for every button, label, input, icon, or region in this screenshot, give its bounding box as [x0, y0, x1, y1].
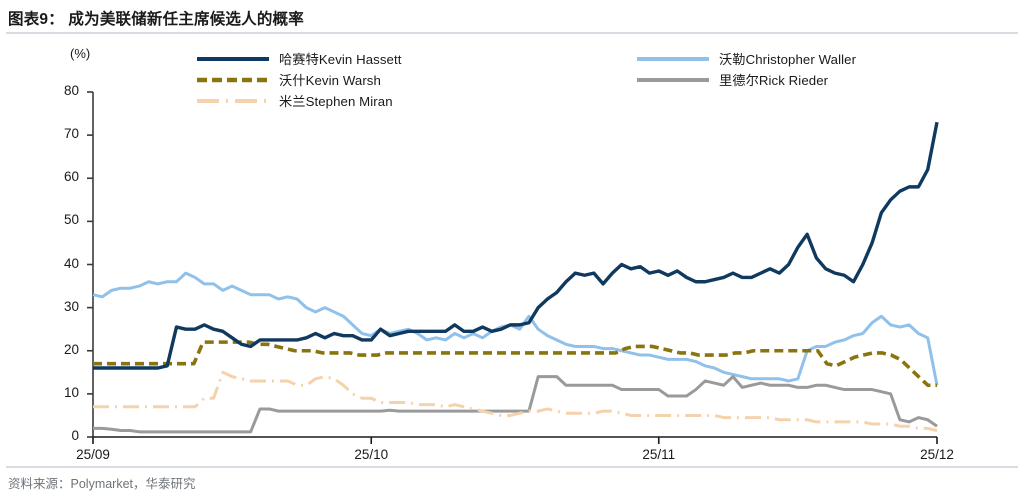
legend-item-hassett[interactable]: 哈赛特Kevin Hassett — [196, 48, 402, 69]
chart-legend: 哈赛特Kevin Hassett 沃什Kevin Warsh 米兰Stephen… — [196, 48, 996, 110]
legend-item-rieder[interactable]: 里德尔Rick Rieder — [636, 69, 856, 90]
legend-label-miran: 米兰Stephen Miran — [279, 94, 393, 109]
y-tick-30: 30 — [63, 298, 79, 314]
series-line-miran — [93, 370, 938, 432]
legend-label-waller: 沃勒Christopher Waller — [719, 52, 857, 67]
legend-column-left: 哈赛特Kevin Hassett 沃什Kevin Warsh 米兰Stephen… — [196, 48, 402, 111]
y-tick-0: 0 — [71, 428, 79, 443]
legend-label-rieder: 里德尔Rick Rieder — [719, 73, 829, 88]
y-tick-40: 40 — [63, 255, 79, 271]
x-tick-25-11: 25/11 — [642, 447, 676, 462]
x-tick-25-12: 25/12 — [920, 447, 954, 462]
y-tick-20: 20 — [63, 341, 79, 357]
legend-item-warsh[interactable]: 沃什Kevin Warsh — [196, 69, 402, 90]
legend-label-warsh: 沃什Kevin Warsh — [279, 73, 381, 88]
y-tick-80: 80 — [63, 83, 79, 98]
legend-label-hassett: 哈赛特Kevin Hassett — [279, 52, 402, 67]
y-tick-10: 10 — [63, 384, 79, 400]
footer-divider — [6, 466, 1018, 468]
y-tick-60: 60 — [63, 169, 79, 185]
x-tick-25-10: 25/10 — [354, 447, 389, 462]
legend-swatch-hassett — [196, 52, 270, 66]
source-note: 资料来源：Polymarket，华泰研究 — [8, 477, 196, 491]
y-axis-unit-label: (%) — [70, 46, 91, 61]
legend-swatch-warsh — [196, 73, 270, 87]
y-tick-50: 50 — [63, 212, 79, 228]
series-line-waller — [92, 271, 939, 386]
legend-item-waller[interactable]: 沃勒Christopher Waller — [636, 48, 856, 69]
figure-title: 图表9： 成为美联储新任主席候选人的概率 — [8, 11, 304, 28]
title-divider — [6, 32, 1018, 34]
legend-swatch-rieder — [636, 73, 710, 87]
legend-swatch-waller — [636, 52, 710, 66]
x-tick-25-09: 25/09 — [76, 447, 110, 462]
series-line-warsh — [93, 340, 937, 388]
y-tick-70: 70 — [63, 126, 79, 142]
legend-column-right: 沃勒Christopher Waller 里德尔Rick Rieder — [636, 48, 856, 90]
legend-swatch-miran — [196, 94, 270, 108]
series-line-rieder — [93, 375, 938, 434]
legend-item-miran[interactable]: 米兰Stephen Miran — [196, 90, 402, 111]
series-line-hassett — [93, 121, 939, 370]
